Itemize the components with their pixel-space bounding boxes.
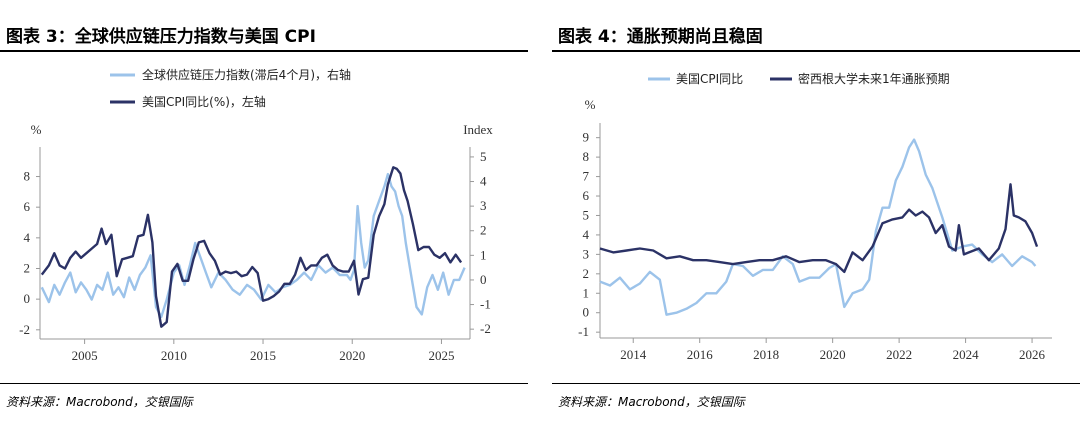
y-right-tick-label: 1 [480, 247, 487, 262]
x-tick-label: 2022 [886, 347, 912, 362]
source-rule [552, 383, 1080, 384]
series-line-michigan-expectations [599, 183, 1039, 274]
source-note: 资料来源：Macrobond，交银国际 [6, 395, 193, 409]
y-right-tick-label: -2 [480, 321, 491, 336]
x-tick-label: 2016 [687, 347, 714, 362]
source-rule [0, 383, 528, 384]
series-line-us-cpi [40, 166, 463, 328]
y-tick-label: 2 [583, 266, 590, 281]
y-tick-label: 4 [583, 227, 590, 242]
x-tick-label: 2024 [953, 347, 980, 362]
legend-label: 美国CPI同比(%)，左轴 [142, 94, 266, 109]
series-line-us-cpi [599, 138, 1037, 316]
legend-label: 全球供应链压力指数(滞后4个月)，右轴 [142, 67, 351, 82]
y-left-tick-label: 0 [24, 291, 31, 306]
title-rule [0, 50, 528, 52]
source-note: 资料来源：Macrobond，交银国际 [558, 395, 745, 409]
x-tick-label: 2018 [753, 347, 779, 362]
chart-panel-supply-chain: 图表 3：全球供应链压力指数与美国 CPI 2005 2010 2015 2020 20… [0, 0, 528, 437]
y-tick-label: 5 [583, 207, 590, 222]
chart-svg-inflation-expectations: 2014 2016 2018 2020 2022 2024 2026 -1 0 1 2 3 4 5 6 7 8 9… [578, 71, 1052, 362]
series-line-supply-chain-index [40, 172, 466, 319]
y-tick-label: 9 [583, 130, 590, 145]
y-right-unit: Index [463, 122, 493, 137]
y-left-tick-label: 6 [24, 199, 31, 214]
y-unit: % [585, 97, 596, 112]
chart-panel-inflation-expectations: 图表 4：通胀预期尚且稳固 2014 2016 2018 2020 2022 2024 20… [552, 0, 1080, 437]
y-left-tick-label: 2 [24, 260, 31, 275]
y-right-tick-label: 0 [480, 272, 487, 287]
chart-title: 图表 3：全球供应链压力指数与美国 CPI [6, 27, 316, 47]
y-left-tick-label: -2 [19, 322, 30, 337]
y-tick-label: 1 [583, 285, 590, 300]
title-rule [552, 50, 1080, 52]
y-left-tick-label: 4 [24, 230, 31, 245]
x-tick-label: 2014 [620, 347, 647, 362]
y-left-tick-label: 8 [24, 169, 31, 184]
legend-label: 美国CPI同比 [676, 72, 743, 86]
y-right-tick-label: -1 [480, 297, 491, 312]
y-right-tick-label: 5 [480, 149, 487, 164]
y-tick-label: 7 [583, 169, 590, 184]
y-tick-label: 0 [583, 305, 590, 320]
x-tick-label: 2005 [72, 348, 98, 363]
x-tick-label: 2020 [820, 347, 846, 362]
chart-svg-supply-chain: 2005 2010 2015 2020 2025 -2 0 2 4 6 8 -2 -1 0 1 2 3 4 5% In… [19, 67, 493, 363]
y-right-tick-label: 4 [480, 174, 487, 189]
y-tick-label: -1 [578, 324, 589, 339]
x-tick-label: 2010 [161, 348, 187, 363]
y-right-tick-label: 2 [480, 223, 487, 238]
y-tick-label: 8 [583, 149, 590, 164]
y-tick-label: 6 [583, 188, 590, 203]
legend-label: 密西根大学未来1年通胀预期 [798, 71, 950, 86]
y-tick-label: 3 [583, 246, 590, 261]
x-tick-label: 2025 [428, 348, 454, 363]
x-tick-label: 2015 [250, 348, 276, 363]
y-right-tick-label: 3 [480, 198, 487, 213]
x-tick-label: 2026 [1019, 347, 1046, 362]
chart-title: 图表 4：通胀预期尚且稳固 [558, 27, 763, 47]
y-left-unit: % [31, 122, 42, 137]
x-tick-label: 2020 [339, 348, 365, 363]
